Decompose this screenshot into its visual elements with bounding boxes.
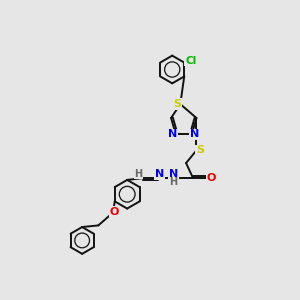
Text: N: N	[190, 129, 199, 139]
Text: N: N	[168, 129, 178, 139]
Text: H: H	[169, 177, 177, 187]
Text: S: S	[196, 145, 204, 155]
Text: O: O	[109, 207, 119, 217]
Text: Cl: Cl	[185, 56, 196, 66]
Text: O: O	[207, 172, 216, 183]
Text: N: N	[169, 169, 178, 179]
Text: S: S	[173, 99, 181, 109]
Text: N: N	[155, 169, 164, 179]
Text: H: H	[134, 169, 142, 179]
